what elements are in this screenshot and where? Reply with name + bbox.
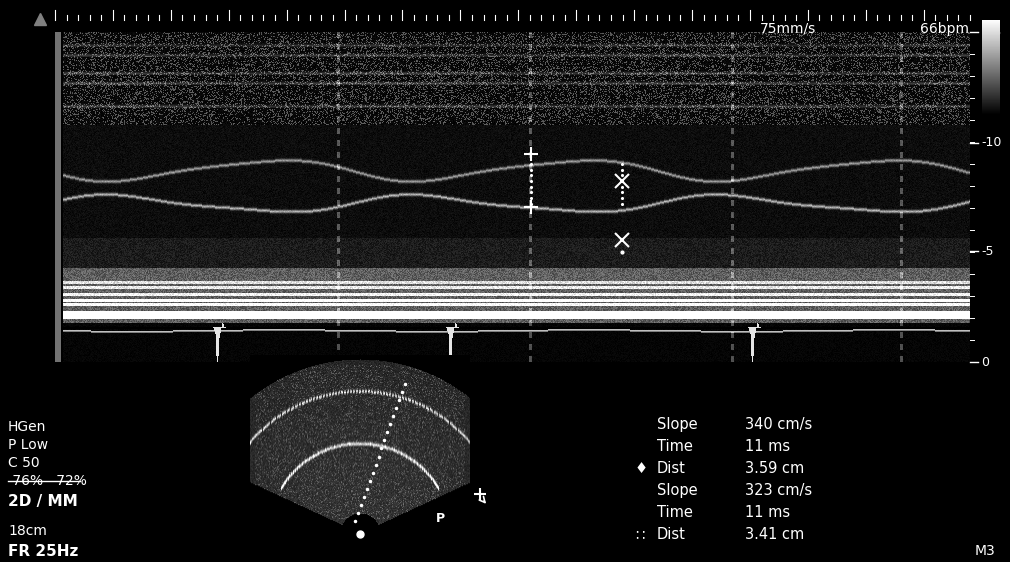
Circle shape <box>428 507 452 531</box>
Text: C 50: C 50 <box>8 456 39 470</box>
Text: P: P <box>435 513 444 525</box>
Text: P Low: P Low <box>8 438 48 452</box>
Text: 76%   72%: 76% 72% <box>8 474 87 488</box>
Text: 18cm: 18cm <box>8 524 46 538</box>
Text: -10: -10 <box>981 136 1001 149</box>
Text: ♦: ♦ <box>635 461 648 476</box>
Text: -5: -5 <box>981 245 994 258</box>
Text: 0: 0 <box>981 356 989 369</box>
Text: M3: M3 <box>975 544 996 558</box>
Text: 3.41 cm: 3.41 cm <box>745 527 804 542</box>
Text: 2D / MM: 2D / MM <box>8 494 78 509</box>
Text: FR 25Hz: FR 25Hz <box>8 544 79 559</box>
Text: 323 cm/s: 323 cm/s <box>745 483 812 498</box>
Text: 66bpm: 66bpm <box>920 22 969 36</box>
Text: -15: -15 <box>981 25 1001 39</box>
Text: Slope: Slope <box>656 417 698 432</box>
Text: Time: Time <box>656 439 693 454</box>
Text: 11 ms: 11 ms <box>745 505 790 520</box>
Text: ∷: ∷ <box>635 527 644 542</box>
Text: 340 cm/s: 340 cm/s <box>745 417 812 432</box>
Text: Slope: Slope <box>656 483 698 498</box>
Text: 11 ms: 11 ms <box>745 439 790 454</box>
Text: HGen: HGen <box>8 420 46 434</box>
Text: 75mm/s: 75mm/s <box>760 22 816 36</box>
Text: 3.59 cm: 3.59 cm <box>745 461 804 476</box>
Text: Time: Time <box>656 505 693 520</box>
Text: Dist: Dist <box>656 461 686 476</box>
Text: Dist: Dist <box>656 527 686 542</box>
